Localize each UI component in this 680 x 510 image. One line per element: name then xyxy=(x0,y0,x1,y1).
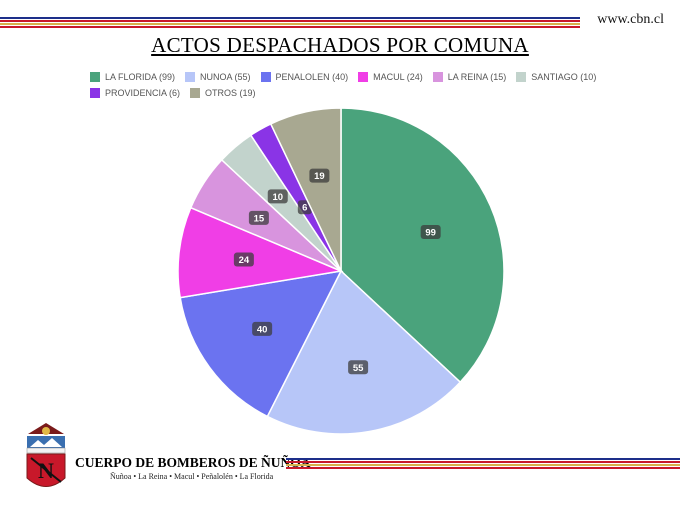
legend-item[interactable]: SANTIAGO (10) xyxy=(516,72,596,82)
legend-item[interactable]: MACUL (24) xyxy=(358,72,423,82)
site-url: www.cbn.cl xyxy=(597,12,664,27)
bottom-stripes xyxy=(286,458,680,470)
data-label-badge xyxy=(233,252,254,267)
legend-swatch xyxy=(90,72,100,82)
data-label: 40 xyxy=(257,324,268,335)
legend-label: LA REINA (15) xyxy=(447,72,507,82)
legend-label: NUNOA (55) xyxy=(200,72,251,82)
pie-slice[interactable] xyxy=(340,107,505,384)
legend-swatch xyxy=(358,72,369,82)
data-label: 99 xyxy=(425,227,436,238)
data-label-badge xyxy=(267,189,288,204)
data-label: 24 xyxy=(239,255,250,266)
legend-swatch xyxy=(185,72,196,82)
chart-title: ACTOS DESPACHADOS POR COMUNA xyxy=(151,33,529,57)
data-label: 6 xyxy=(302,203,307,214)
legend-item[interactable]: LA REINA (15) xyxy=(432,72,507,82)
legend-swatch xyxy=(190,88,201,98)
pie-slice[interactable] xyxy=(179,270,343,418)
crest-icon: N xyxy=(26,423,66,487)
legend-label: MACUL (24) xyxy=(373,72,423,82)
legend-item[interactable]: PROVIDENCIA (6) xyxy=(90,88,180,98)
top-stripes xyxy=(0,17,580,29)
legend-label: OTROS (19) xyxy=(205,88,256,98)
data-label-badge xyxy=(348,360,369,375)
legend-swatch xyxy=(516,72,527,82)
legend-label: SANTIAGO (10) xyxy=(531,72,597,82)
legend-swatch xyxy=(260,72,271,82)
org-subtitle: Ñuñoa • La Reina • Macul • Peñalolén • L… xyxy=(110,472,274,481)
legend-item[interactable]: NUNOA (55) xyxy=(185,72,251,82)
legend-label: PENALOLEN (40) xyxy=(275,72,349,82)
data-label-badge xyxy=(252,321,273,336)
data-label-badge xyxy=(309,168,330,183)
pie-slice[interactable] xyxy=(177,206,344,299)
data-label: 19 xyxy=(314,171,325,182)
data-label: 55 xyxy=(353,363,364,374)
legend-item[interactable]: PENALOLEN (40) xyxy=(260,72,349,82)
legend-label: PROVIDENCIA (6) xyxy=(105,88,181,98)
legend-swatch xyxy=(432,72,443,82)
legend-swatch xyxy=(90,88,100,98)
data-label-badge xyxy=(248,210,269,225)
pie-slice[interactable] xyxy=(269,107,342,272)
chart-legend: LA FLORIDA (99) NUNOA (55) PENALOLEN (40) M… xyxy=(90,72,610,98)
pie-slice[interactable] xyxy=(266,269,462,435)
legend-label: LA FLORIDA (99) xyxy=(105,72,176,82)
data-label-badge xyxy=(420,224,441,239)
org-name: CUERPO DE BOMBEROS DE ÑUÑOA xyxy=(75,455,311,470)
legend-item[interactable]: OTROS (19) xyxy=(190,88,256,98)
data-label: 15 xyxy=(254,213,265,224)
data-label: 10 xyxy=(272,192,283,203)
legend-item[interactable]: LA FLORIDA (99) xyxy=(90,72,175,82)
